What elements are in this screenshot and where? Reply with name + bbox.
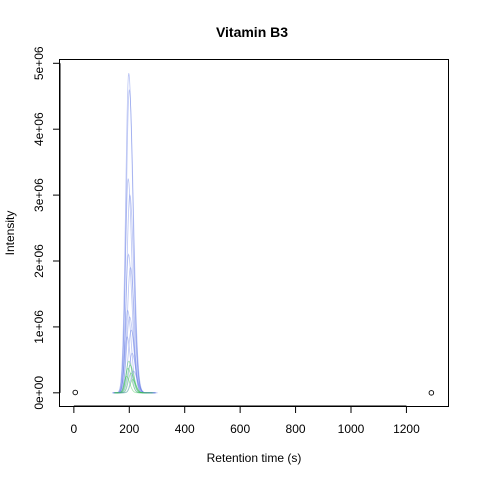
x-tick-label: 400 [175, 422, 195, 436]
data-point [72, 389, 78, 396]
x-axis-label: Retention time (s) [207, 451, 302, 465]
y-tick-label: 4e+06 [32, 112, 46, 146]
y-axis: 0e+00 1e+06 2e+06 3e+06 4e+06 5e+06 [32, 46, 61, 410]
series-line [112, 89, 156, 394]
x-tick-label: 0 [71, 422, 78, 436]
data-point [428, 390, 435, 396]
plot-lines [112, 73, 158, 394]
x-tick-label: 800 [286, 422, 306, 436]
x-tick-label: 1200 [393, 422, 420, 436]
y-tick-label: 3e+06 [32, 178, 46, 212]
series-line [113, 309, 151, 394]
x-tick-label: 1000 [338, 422, 365, 436]
series-line [115, 364, 155, 394]
series-line [114, 360, 153, 394]
y-tick-label: 5e+06 [32, 46, 46, 80]
series-line [113, 266, 156, 394]
x-tick-label: 200 [119, 422, 139, 436]
y-tick-label: 0e+00 [32, 376, 46, 410]
series-line [114, 375, 147, 394]
series-line [118, 370, 158, 394]
series-line [119, 379, 153, 394]
x-axis: 0 200 400 600 800 1000 1200 [71, 405, 420, 436]
series-line [113, 253, 153, 394]
series-line [116, 372, 153, 394]
plot-points [72, 389, 435, 396]
plot-frame [59, 59, 449, 407]
series-line [114, 367, 150, 394]
series-line [114, 329, 157, 394]
y-axis-label: Intensity [3, 211, 17, 256]
series-line [112, 73, 155, 394]
x-tick-label: 600 [230, 422, 250, 436]
series-line [113, 193, 155, 394]
chart-title: Vitamin B3 [216, 24, 288, 40]
series-line [113, 336, 149, 394]
series-line [113, 178, 153, 394]
y-tick-label: 2e+06 [32, 244, 46, 278]
series-line [116, 352, 156, 394]
series-line [113, 316, 156, 394]
y-tick-label: 1e+06 [32, 310, 46, 344]
